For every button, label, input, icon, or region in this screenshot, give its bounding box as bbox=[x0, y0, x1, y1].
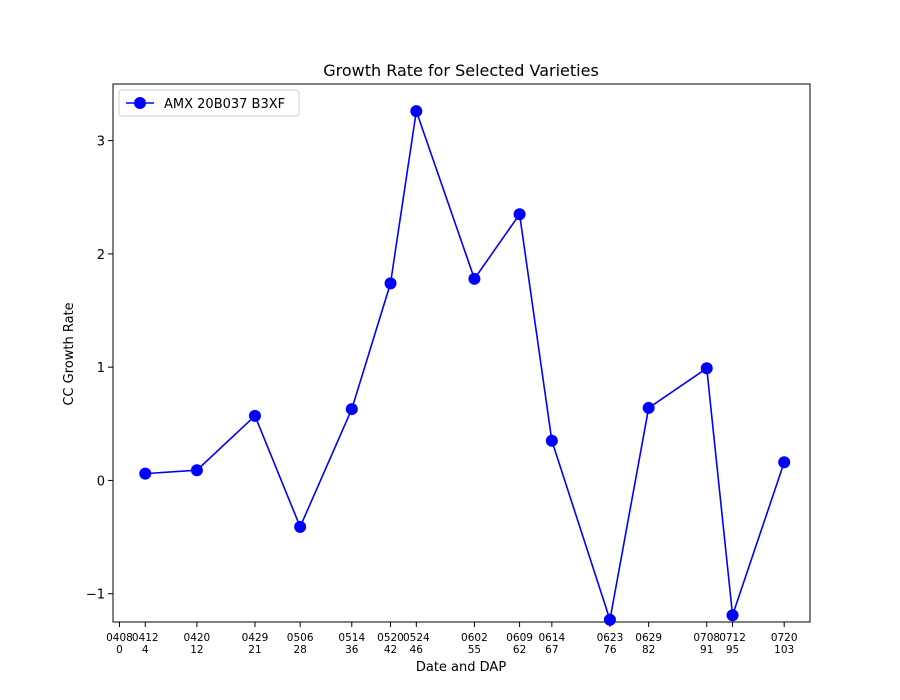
data-point bbox=[778, 456, 791, 469]
x-tick-dap-label: 91 bbox=[700, 644, 713, 656]
data-point bbox=[294, 520, 307, 533]
data-point bbox=[700, 362, 713, 375]
series-line bbox=[145, 110, 785, 621]
legend-box bbox=[118, 89, 300, 117]
x-tick-dap-label: 4 bbox=[142, 644, 149, 656]
data-point bbox=[345, 403, 358, 416]
x-tick-date-label: 0514 bbox=[338, 632, 365, 644]
x-tick-dap-label: 0 bbox=[116, 644, 123, 656]
y-tick-label: 2 bbox=[97, 248, 105, 263]
x-tick-date-label: 0623 bbox=[597, 632, 624, 644]
x-tick-dap-label: 103 bbox=[774, 644, 794, 656]
x-tick-dap-label: 12 bbox=[190, 644, 203, 656]
y-tick-label: 3 bbox=[97, 135, 105, 150]
x-tick-date-label: 0506 bbox=[287, 632, 314, 644]
legend: AMX 20B037 B3XF bbox=[118, 89, 300, 117]
x-tick-date-label: 0708 bbox=[693, 632, 720, 644]
x-tick-date-label: 0720 bbox=[771, 632, 798, 644]
y-tick-label: −1 bbox=[86, 588, 105, 603]
data-point bbox=[410, 105, 423, 118]
x-axis-label: Date and DAP bbox=[416, 660, 506, 675]
data-point bbox=[545, 434, 558, 447]
data-point bbox=[248, 409, 261, 422]
x-tick-dap-label: 67 bbox=[545, 644, 558, 656]
x-tick-date-label: 0629 bbox=[635, 632, 662, 644]
x-tick-dap-label: 21 bbox=[248, 644, 261, 656]
data-point bbox=[726, 609, 739, 622]
x-tick-date-label: 0524 bbox=[403, 632, 430, 644]
legend-marker-sample bbox=[134, 97, 146, 109]
x-tick-date-label: 0614 bbox=[538, 632, 565, 644]
x-tick-dap-label: 42 bbox=[384, 644, 397, 656]
x-tick-dap-label: 95 bbox=[726, 644, 739, 656]
y-tick-label: 0 bbox=[97, 474, 105, 489]
x-tick-date-label: 0412 bbox=[132, 632, 159, 644]
x-tick-date-label: 0420 bbox=[184, 632, 211, 644]
data-point bbox=[603, 613, 616, 626]
x-tick-dap-label: 46 bbox=[410, 644, 424, 656]
y-axis: −1 0 1 2 3 bbox=[86, 135, 113, 603]
x-tick-dap-label: 36 bbox=[345, 644, 359, 656]
data-point bbox=[468, 272, 481, 285]
y-axis-label: CC Growth Rate bbox=[62, 302, 77, 405]
x-tick-date-label: 0408 bbox=[106, 632, 133, 644]
x-tick-dap-label: 28 bbox=[293, 644, 306, 656]
x-tick-dap-label: 62 bbox=[513, 644, 526, 656]
data-point bbox=[190, 464, 203, 477]
data-point bbox=[384, 277, 397, 290]
x-tick-date-label: 0520 bbox=[377, 632, 404, 644]
legend-label: AMX 20B037 B3XF bbox=[164, 97, 285, 112]
series-layer bbox=[139, 105, 791, 626]
x-tick-date-label: 0609 bbox=[506, 632, 533, 644]
x-tick-date-label: 0429 bbox=[242, 632, 269, 644]
chart-title: Growth Rate for Selected Varieties bbox=[323, 61, 599, 80]
x-tick-dap-label: 76 bbox=[603, 644, 617, 656]
y-tick-label: 1 bbox=[97, 361, 105, 376]
x-tick-date-label: 0602 bbox=[461, 632, 488, 644]
x-tick-date-label: 0712 bbox=[719, 632, 746, 644]
data-point bbox=[642, 401, 655, 414]
data-point bbox=[139, 467, 152, 480]
data-point bbox=[513, 208, 526, 221]
plot-frame bbox=[112, 83, 811, 623]
x-tick-dap-label: 82 bbox=[642, 644, 655, 656]
x-tick-dap-label: 55 bbox=[468, 644, 481, 656]
